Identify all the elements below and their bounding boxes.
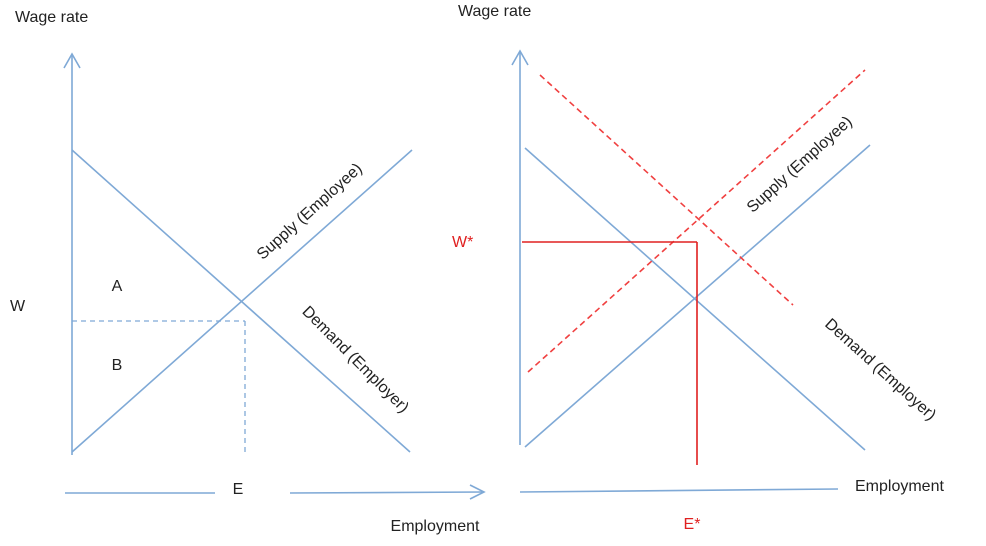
arrow <box>469 484 486 500</box>
demand-label: Demand (Employer) <box>299 303 412 416</box>
area-label: A <box>112 278 123 295</box>
arrow <box>511 49 529 66</box>
wage-label: W <box>10 298 26 315</box>
shifted-demand <box>539 74 794 306</box>
y-axis-label: Wage rate <box>458 3 531 20</box>
demand-label: Demand (Employer) <box>821 316 939 424</box>
x-axis <box>519 488 839 493</box>
wage-label: W* <box>452 234 473 251</box>
y-axis-label: Wage rate <box>15 9 88 26</box>
arrow <box>63 52 81 69</box>
employment-label: E* <box>684 516 701 533</box>
supply-line <box>71 149 413 453</box>
supply-label: Supply (Employee) <box>254 160 366 263</box>
x-axis <box>289 491 485 494</box>
x-axis-label: Employment <box>855 478 944 495</box>
area-label: B <box>112 357 123 374</box>
employment-label: E <box>233 481 244 498</box>
shifted-supply <box>527 69 866 373</box>
x-axis-label: Employment <box>391 518 480 535</box>
